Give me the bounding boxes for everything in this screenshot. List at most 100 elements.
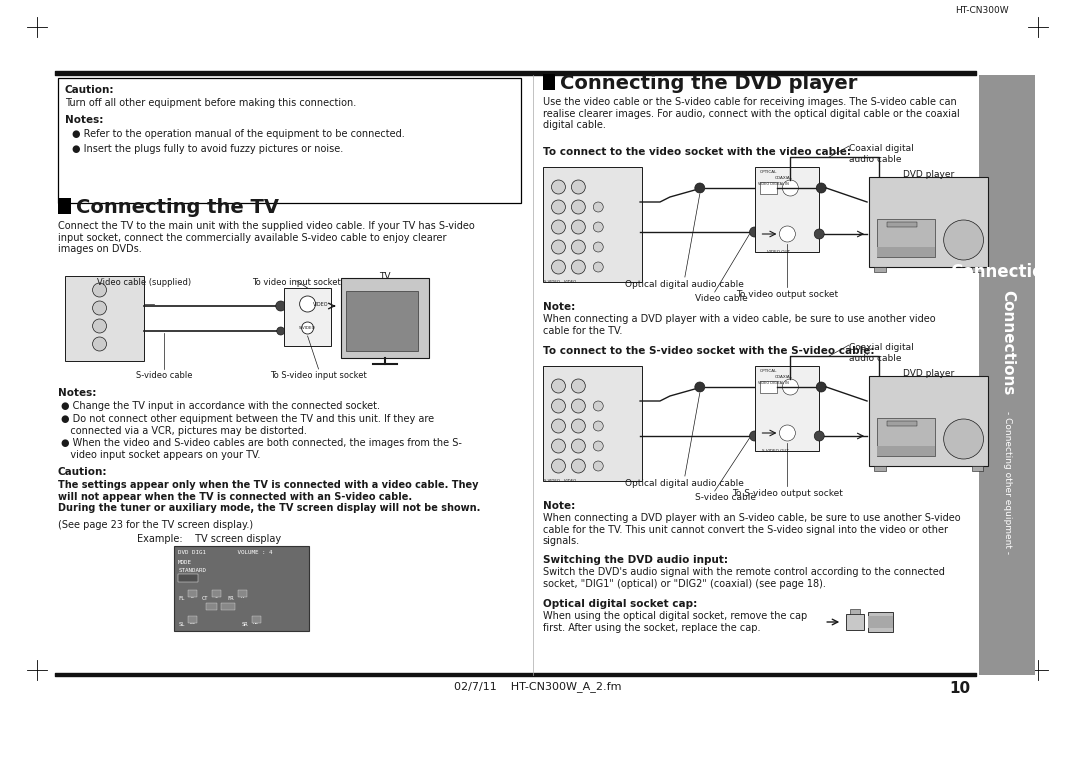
Text: Notes:: Notes: (65, 115, 103, 125)
Bar (542, 74, 555, 90)
Text: FL: FL (178, 596, 185, 601)
Text: SR: SR (242, 622, 248, 627)
Text: L: L (191, 594, 193, 598)
Text: Optical digital audio cable: Optical digital audio cable (625, 280, 744, 289)
Bar (877, 219, 934, 257)
Circle shape (571, 180, 585, 194)
Text: Connecting the TV: Connecting the TV (76, 198, 279, 217)
Text: When connecting a DVD player with a video cable, be sure to use another video
ca: When connecting a DVD player with a vide… (542, 314, 935, 336)
Circle shape (944, 220, 984, 260)
Text: The settings appear only when the TV is connected with a video cable. They
will : The settings appear only when the TV is … (57, 480, 481, 513)
Text: COAXIAL: COAXIAL (774, 375, 793, 379)
Circle shape (694, 183, 705, 193)
Text: OPTICAL: OPTICAL (759, 369, 777, 373)
Text: To S-video output socket: To S-video output socket (732, 489, 842, 498)
Bar (341, 278, 429, 358)
Bar (877, 446, 934, 456)
Bar (188, 616, 197, 623)
Circle shape (782, 180, 798, 196)
Bar (252, 616, 260, 623)
Text: Notes:: Notes: (57, 388, 96, 398)
Text: DVD DIG1         VOLUME : 4: DVD DIG1 VOLUME : 4 (178, 550, 272, 555)
Text: TV: TV (379, 272, 391, 281)
Circle shape (816, 183, 826, 193)
Text: Turn off all other equipment before making this connection.: Turn off all other equipment before maki… (65, 98, 356, 108)
Circle shape (93, 283, 107, 297)
Circle shape (93, 301, 107, 315)
Bar (755, 167, 820, 252)
Circle shape (814, 431, 824, 441)
Bar (874, 267, 886, 272)
Circle shape (780, 425, 795, 441)
Text: Coaxial digital: Coaxial digital (849, 144, 914, 153)
Text: Optical digital socket cap:: Optical digital socket cap: (542, 599, 697, 609)
Text: Use the video cable or the S-video cable for receiving images. The S-video cable: Use the video cable or the S-video cable… (542, 97, 959, 130)
Circle shape (571, 200, 585, 214)
Circle shape (552, 419, 566, 433)
Text: To connect to the S-video socket with the S-video cable:: To connect to the S-video socket with th… (542, 346, 874, 356)
Circle shape (571, 439, 585, 453)
Text: S-video cable: S-video cable (136, 371, 192, 380)
Circle shape (552, 180, 566, 194)
Text: R: R (241, 594, 243, 598)
Circle shape (301, 322, 313, 334)
Bar (206, 603, 217, 610)
Bar (57, 198, 70, 214)
Text: LS: LS (189, 620, 195, 624)
Text: Example:    TV screen display: Example: TV screen display (137, 534, 281, 544)
Bar (877, 247, 934, 257)
Bar (188, 590, 197, 597)
Bar (284, 288, 332, 346)
Text: To video output socket: To video output socket (737, 290, 838, 299)
Bar (868, 612, 893, 632)
Circle shape (275, 301, 286, 311)
Bar (174, 546, 309, 631)
Text: HT-CN300W: HT-CN300W (956, 6, 1009, 15)
Bar (221, 603, 235, 610)
Bar (347, 291, 418, 351)
Text: dts: dts (184, 578, 193, 583)
Text: S-video cable: S-video cable (694, 493, 756, 502)
Text: DVD player: DVD player (903, 369, 955, 378)
Text: CT: CT (202, 596, 208, 601)
Text: C: C (215, 594, 217, 598)
Text: S-VIDEO: S-VIDEO (299, 326, 316, 330)
Text: VIDEO OUT: VIDEO OUT (768, 250, 791, 254)
Text: To connect to the video socket with the video cable:: To connect to the video socket with the … (542, 147, 851, 157)
Bar (759, 182, 778, 194)
Circle shape (874, 378, 883, 388)
Bar (972, 466, 984, 471)
Text: Caution:: Caution: (65, 85, 114, 95)
Bar (57, 78, 521, 203)
Circle shape (552, 260, 566, 274)
Bar (869, 376, 988, 466)
Text: VIDEO DIGITAL IN: VIDEO DIGITAL IN (757, 182, 788, 186)
Text: SW: SW (208, 607, 214, 610)
Text: DVD player: DVD player (903, 170, 955, 179)
Circle shape (571, 419, 585, 433)
Text: Connecting the DVD player: Connecting the DVD player (561, 74, 858, 93)
Bar (887, 421, 917, 426)
Text: To video input socket: To video input socket (253, 278, 341, 287)
Circle shape (750, 227, 759, 237)
Text: VIDEO DIGITAL IN: VIDEO DIGITAL IN (757, 381, 788, 385)
Text: Video cable (supplied): Video cable (supplied) (97, 278, 191, 287)
Text: SL: SL (178, 622, 185, 627)
Bar (972, 267, 984, 272)
Circle shape (552, 240, 566, 254)
Bar (868, 616, 893, 628)
Text: LFE: LFE (225, 607, 232, 610)
Text: 10: 10 (949, 681, 971, 696)
Circle shape (782, 379, 798, 395)
Text: S-VIDEO - VIDEO: S-VIDEO - VIDEO (543, 479, 576, 483)
Text: When connecting a DVD player with an S-video cable, be sure to use another S-vid: When connecting a DVD player with an S-v… (542, 513, 960, 546)
Circle shape (593, 202, 604, 212)
Circle shape (694, 382, 705, 392)
Text: ● Refer to the operation manual of the equipment to be connected.: ● Refer to the operation manual of the e… (71, 129, 404, 139)
Circle shape (552, 220, 566, 234)
Text: Connections: Connections (1000, 290, 1015, 396)
Bar (542, 167, 642, 282)
Bar (759, 381, 778, 393)
Circle shape (593, 242, 604, 252)
Text: RS: RS (253, 620, 259, 624)
